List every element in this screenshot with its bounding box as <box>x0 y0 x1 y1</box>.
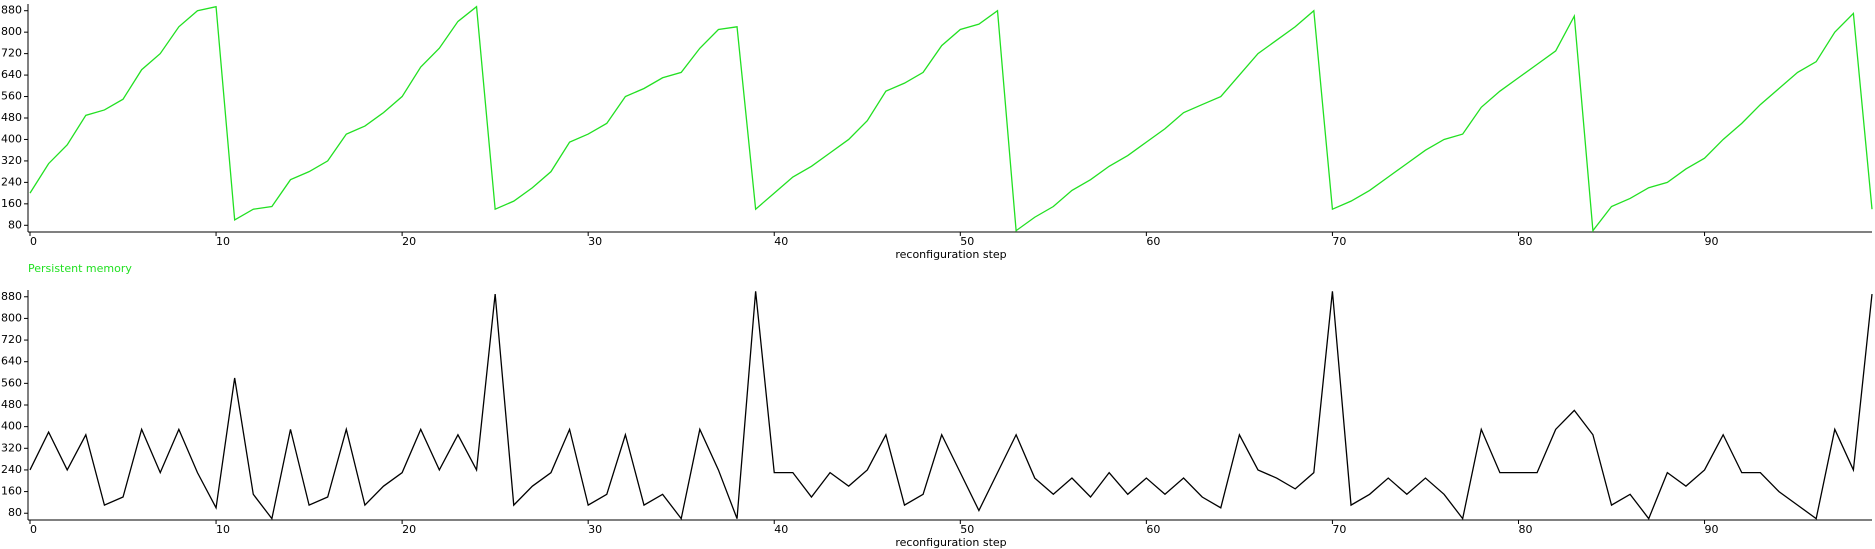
y-tick-label: 800 <box>1 311 22 324</box>
x-tick-label: 60 <box>1146 523 1160 536</box>
x-tick-label: 90 <box>1705 235 1719 248</box>
x-tick-label: 90 <box>1705 523 1719 536</box>
y-tick-label: 720 <box>1 47 22 60</box>
x-tick-label: 80 <box>1518 235 1532 248</box>
y-tick-label: 80 <box>8 218 22 231</box>
x-tick-label: 20 <box>402 235 416 248</box>
y-tick-label: 640 <box>1 355 22 368</box>
x-tick-label: 50 <box>960 523 974 536</box>
y-tick-label: 400 <box>1 420 22 433</box>
y-tick-label: 240 <box>1 175 22 188</box>
y-tick-label: 800 <box>1 25 22 38</box>
y-tick-label: 160 <box>1 485 22 498</box>
y-tick-label: 560 <box>1 90 22 103</box>
x-tick-label: 40 <box>774 523 788 536</box>
y-tick-label: 320 <box>1 441 22 454</box>
y-tick-label: 720 <box>1 333 22 346</box>
y-tick-label: 320 <box>1 154 22 167</box>
x-tick-label: 10 <box>216 523 230 536</box>
y-tick-label: 880 <box>1 4 22 17</box>
x-tick-label: 70 <box>1332 523 1346 536</box>
y-tick-label: 560 <box>1 376 22 389</box>
y-tick-label: 400 <box>1 132 22 145</box>
x-axis-label: reconfiguration step <box>895 248 1006 261</box>
x-tick-label: 50 <box>960 235 974 248</box>
y-tick-label: 480 <box>1 111 22 124</box>
y-tick-label: 240 <box>1 463 22 476</box>
y-tick-label: 80 <box>8 506 22 519</box>
x-tick-label: 30 <box>588 523 602 536</box>
x-tick-label: 60 <box>1146 235 1160 248</box>
series-line <box>29 5 1873 233</box>
y-tick-label: 480 <box>1 398 22 411</box>
x-tick-label: 30 <box>588 235 602 248</box>
x-tick-label: 80 <box>1518 523 1532 536</box>
y-tick-label: 640 <box>1 68 22 81</box>
x-tick-label: 70 <box>1332 235 1346 248</box>
legend-label: Persistent memory <box>28 262 132 275</box>
x-axis-label: reconfiguration step <box>895 536 1006 549</box>
x-tick-label: 0 <box>30 523 37 536</box>
x-tick-label: 40 <box>774 235 788 248</box>
y-tick-label: 880 <box>1 290 22 303</box>
x-tick-label: 0 <box>30 235 37 248</box>
y-tick-label: 160 <box>1 197 22 210</box>
x-tick-label: 10 <box>216 235 230 248</box>
series-line <box>29 291 1873 521</box>
x-tick-label: 20 <box>402 523 416 536</box>
